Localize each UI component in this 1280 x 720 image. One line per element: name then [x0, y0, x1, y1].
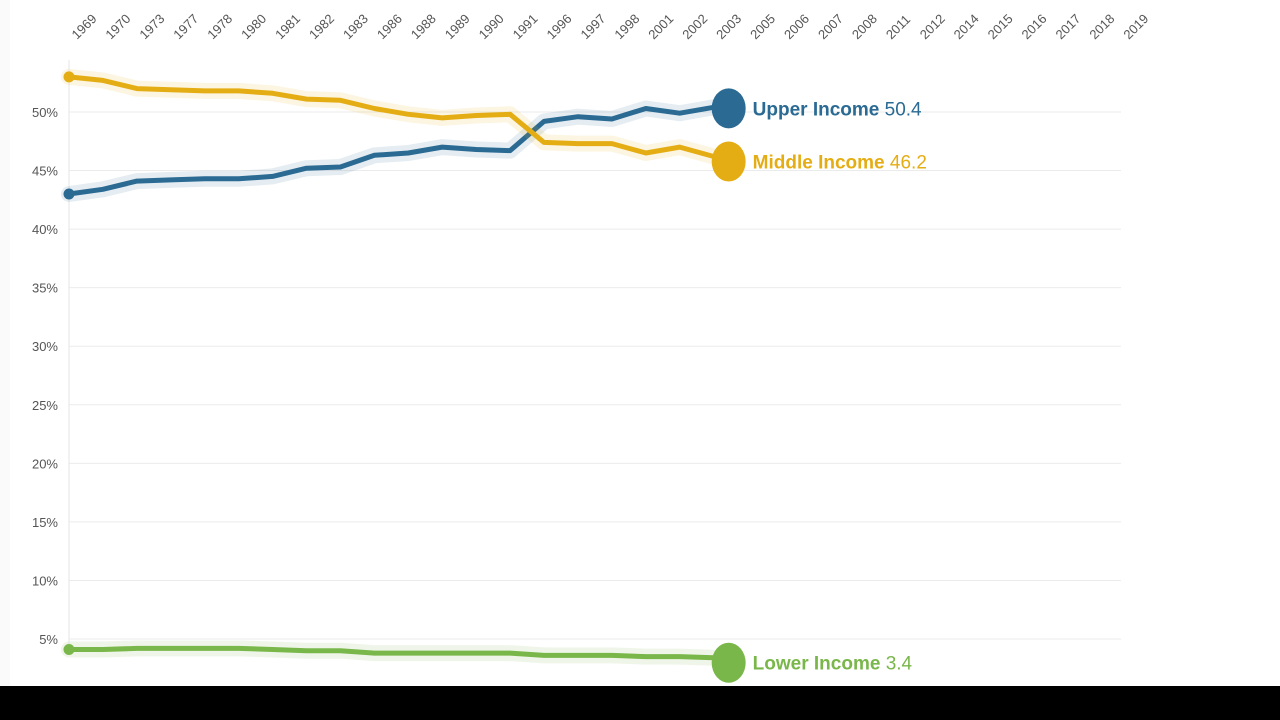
- x-tick-label: 2012: [917, 11, 948, 42]
- series-line: [66, 645, 717, 661]
- x-tick-label: 2015: [985, 11, 1016, 42]
- series-line: [66, 74, 717, 159]
- x-tick-label: 1996: [544, 11, 575, 42]
- series-end-marker: [711, 88, 746, 129]
- y-tick-label: 40%: [32, 222, 58, 237]
- x-tick-label: 1991: [510, 11, 541, 42]
- series-upper-income: Upper Income 50.4: [61, 88, 922, 202]
- y-tick-label: 10%: [32, 573, 58, 588]
- x-tick-label: 1998: [611, 11, 642, 42]
- series-end-value: 46.2: [890, 153, 927, 174]
- y-tick-label: 15%: [32, 515, 58, 530]
- bottom-black-bar: [0, 686, 1280, 720]
- x-tick-label: 1970: [102, 11, 133, 42]
- x-tick-label: 2017: [1052, 11, 1083, 42]
- line-chart: 5% 10% 15% 20% 25% 30% 35% 40% 45% 50% 1969 1970 197…: [32, 11, 1152, 683]
- x-tick-label: 2006: [781, 11, 812, 42]
- series-lower-income: Lower Income 3.4: [61, 640, 913, 683]
- x-tick-label: 1981: [272, 11, 303, 42]
- y-tick-label: 30%: [32, 339, 58, 354]
- x-axis-tick-labels: 1969 1970 1973 1977 1978 1980 1981 1982 1983 1986…: [69, 11, 1152, 42]
- series-end-label: Upper Income 50.4: [753, 99, 922, 120]
- series-end-marker: [711, 141, 746, 182]
- x-tick-label: 1989: [442, 11, 473, 42]
- series-name: Lower Income: [753, 654, 886, 675]
- series-line: [66, 104, 717, 197]
- x-tick-label: 1990: [476, 11, 507, 42]
- x-tick-label: 1988: [408, 11, 439, 42]
- x-tick-label: 1969: [69, 11, 100, 42]
- y-tick-label: 50%: [32, 105, 58, 120]
- y-tick-label: 35%: [32, 281, 58, 296]
- x-tick-label: 1977: [170, 11, 201, 42]
- x-tick-label: 2011: [883, 12, 913, 42]
- x-tick-label: 2007: [815, 11, 846, 42]
- left-edge-strip: [0, 0, 10, 686]
- series-end-value: 3.4: [886, 654, 913, 675]
- y-axis-tick-labels: 5% 10% 15% 20% 25% 30% 35% 40% 45% 50%: [32, 105, 58, 647]
- series-start-point: [63, 71, 75, 83]
- y-tick-label: 20%: [32, 456, 58, 471]
- series-end-label: Middle Income 46.2: [753, 153, 927, 174]
- series-end-marker: [711, 642, 746, 683]
- x-tick-label: 2018: [1086, 11, 1117, 42]
- x-tick-label: 1980: [238, 11, 269, 42]
- x-tick-label: 1997: [577, 11, 608, 42]
- x-tick-label: 2008: [849, 11, 880, 42]
- series-end-label: Lower Income 3.4: [753, 654, 913, 675]
- series-start-point: [63, 644, 75, 656]
- x-tick-label: 2019: [1120, 11, 1151, 42]
- y-gridlines: [69, 111, 1121, 640]
- x-tick-label: 2003: [713, 11, 744, 42]
- x-tick-label: 2014: [951, 11, 982, 42]
- y-tick-label: 45%: [32, 164, 58, 179]
- x-tick-label: 2001: [645, 11, 676, 42]
- x-tick-label: 1973: [136, 11, 167, 42]
- x-tick-label: 1978: [204, 11, 235, 42]
- chart-svg: 5%10%15%20%25%30%35%40%45%50%1969 1970 197…: [32, 11, 1152, 683]
- y-tick-label: 25%: [32, 398, 58, 413]
- x-tick-label: 1986: [374, 11, 405, 42]
- series-name: Upper Income: [753, 99, 885, 120]
- x-tick-label: 2005: [747, 11, 778, 42]
- y-tick-label: 5%: [39, 632, 58, 647]
- series-middle-income: Middle Income 46.2: [61, 68, 927, 182]
- series-name: Middle Income: [753, 153, 890, 174]
- x-tick-label: 2002: [679, 11, 710, 42]
- x-tick-label: 1983: [340, 11, 371, 42]
- x-tick-label: 2016: [1019, 11, 1050, 42]
- series-end-value: 50.4: [885, 99, 922, 120]
- x-tick-label: 1982: [306, 11, 337, 42]
- series-start-point: [63, 188, 75, 200]
